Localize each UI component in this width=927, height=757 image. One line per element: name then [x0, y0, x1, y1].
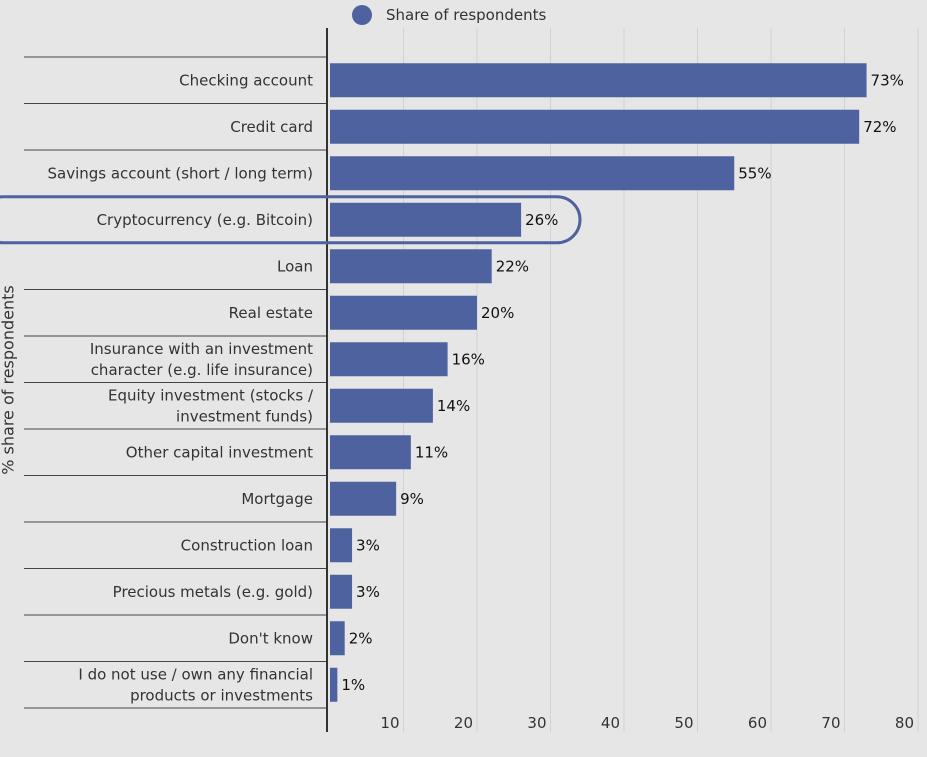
category-label: Equity investment (stocks / investment fu…: [108, 386, 314, 425]
legend-label: Share of respondents: [386, 6, 547, 24]
legend: Share of respondents: [352, 4, 546, 26]
category-label: I do not use / own any financial products…: [78, 665, 313, 704]
category-label: Mortgage: [241, 490, 313, 508]
bar: [330, 342, 448, 377]
value-label: 3%: [356, 583, 380, 601]
x-tick-label: 10: [380, 714, 399, 732]
bar: [330, 202, 522, 237]
value-label: 72%: [863, 118, 896, 136]
bar: [330, 481, 397, 516]
bar: [330, 388, 433, 423]
category-label: Savings account (short / long term): [47, 164, 313, 182]
highlight-outline: [0, 195, 582, 245]
bar: [330, 295, 477, 330]
x-tick-label: 80: [895, 714, 914, 732]
category-label: Precious metals (e.g. gold): [113, 583, 313, 601]
bar: [330, 249, 492, 284]
category-label: Credit card: [230, 118, 313, 136]
bar: [330, 574, 353, 609]
value-label: 26%: [525, 211, 558, 229]
category-label: Don't know: [228, 629, 313, 647]
value-label: 14%: [437, 397, 470, 415]
x-tick-label: 50: [674, 714, 693, 732]
legend-marker: [352, 5, 372, 25]
x-tick-label: 40: [601, 714, 620, 732]
x-tick-label: 30: [527, 714, 546, 732]
category-label: Construction loan: [181, 536, 313, 554]
category-label: Insurance with an investment character (e…: [90, 340, 313, 379]
value-label: 3%: [356, 536, 380, 554]
bar: [330, 435, 411, 470]
value-label: 1%: [341, 676, 365, 694]
value-label: 20%: [481, 304, 514, 322]
value-label: 22%: [496, 257, 529, 275]
x-tick-label: 60: [748, 714, 767, 732]
value-label: 73%: [871, 71, 904, 89]
bar: [330, 528, 353, 563]
category-label: Cryptocurrency (e.g. Bitcoin): [97, 211, 313, 229]
bar: [330, 621, 345, 656]
value-label: 9%: [400, 490, 424, 508]
value-label: 2%: [349, 629, 373, 647]
bar: [330, 156, 735, 191]
x-tick-label: 70: [821, 714, 840, 732]
value-label: 11%: [415, 443, 448, 461]
value-label: 55%: [738, 164, 771, 182]
x-tick-label: 20: [454, 714, 473, 732]
category-label: Other capital investment: [126, 443, 313, 461]
category-label: Loan: [277, 257, 313, 275]
category-label: Real estate: [229, 304, 313, 322]
bar: [330, 667, 338, 702]
bar: [330, 109, 860, 144]
bar: [330, 63, 867, 98]
category-label: Checking account: [179, 71, 313, 89]
value-label: 16%: [452, 350, 485, 368]
